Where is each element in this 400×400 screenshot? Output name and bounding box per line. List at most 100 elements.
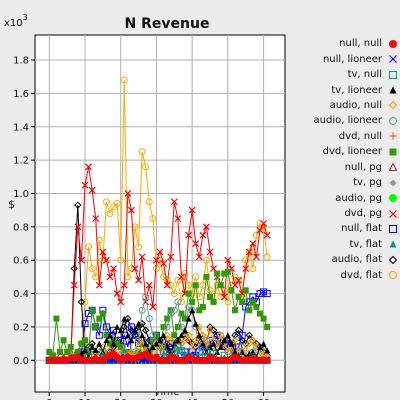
- legend-item: audio, lioneer: [286, 113, 398, 128]
- data-point: [78, 340, 85, 347]
- data-point: [49, 352, 56, 359]
- y-exponent-power: 3: [23, 13, 28, 22]
- data-point: [127, 323, 135, 331]
- data-point: [113, 290, 121, 297]
- data-point: [117, 343, 124, 350]
- y-tick-label: 0.2: [13, 322, 29, 333]
- data-point: [95, 281, 103, 289]
- data-point: [199, 303, 206, 310]
- data-point: [206, 286, 214, 294]
- data-point: [202, 339, 211, 348]
- data-point: [196, 307, 203, 314]
- data-point: [135, 276, 142, 284]
- data-point: [178, 310, 185, 317]
- legend-marker: [389, 209, 397, 218]
- data-point: [67, 343, 74, 350]
- data-point: [263, 231, 271, 239]
- x-tick-label: 10: [79, 398, 92, 400]
- data-point: [182, 327, 188, 334]
- legend-item: null, null: [286, 36, 398, 51]
- data-point: [177, 346, 185, 354]
- data-point: [260, 288, 268, 296]
- data-point: [253, 303, 260, 310]
- data-point: [210, 298, 217, 305]
- data-point: [174, 337, 181, 344]
- data-point: [260, 315, 267, 322]
- y-tick-label: 0.8: [13, 222, 29, 233]
- data-point: [74, 348, 81, 355]
- legend-item: tv, pg: [286, 175, 398, 190]
- legend-item: tv, lioneer: [286, 82, 398, 97]
- legend-label: audio, pg: [335, 192, 382, 204]
- data-point: [92, 323, 99, 330]
- data-point: [163, 281, 171, 289]
- data-point: [117, 336, 125, 344]
- legend-marker: [389, 39, 397, 48]
- data-point: [177, 323, 185, 331]
- data-point: [78, 256, 85, 264]
- axis-ticks: 0 10 20 30 40 50 60 0.0 0.2 0.4 0.6 0.8 1.0 1.2 1.4 1.6…: [13, 56, 270, 400]
- data-point: [217, 331, 225, 339]
- data-point: [138, 306, 146, 314]
- data-point: [207, 343, 213, 350]
- legend-marker-icon: [389, 224, 397, 233]
- data-point: [127, 326, 136, 334]
- data-point: [231, 281, 239, 289]
- data-point: [74, 201, 82, 209]
- data-point: [82, 347, 88, 354]
- data-point: [192, 320, 199, 327]
- data-point: [77, 298, 86, 306]
- data-point: [88, 186, 96, 194]
- data-point: [177, 298, 185, 306]
- data-point: [253, 253, 260, 261]
- legend-item: audio, pg: [286, 190, 398, 205]
- data-point: [124, 314, 132, 323]
- legend-marker-icon: [389, 194, 397, 203]
- data-point: [174, 298, 182, 306]
- data-point: [228, 340, 235, 347]
- data-point: [117, 256, 125, 264]
- legend-marker-icon: [388, 162, 398, 172]
- legend-label: dvd, null: [338, 130, 382, 142]
- legend-marker-icon: [389, 240, 397, 248]
- data-point: [260, 340, 267, 347]
- legend-marker: [389, 55, 397, 64]
- legend-marker: [389, 271, 397, 280]
- data-point: [103, 337, 110, 344]
- legend-label: audio, lioneer: [313, 115, 383, 127]
- data-point: [178, 273, 185, 281]
- data-point: [192, 240, 200, 247]
- data-point: [231, 331, 239, 339]
- data-point: [263, 356, 271, 364]
- x-tick-label: 0: [46, 398, 52, 400]
- legend-marker: [389, 70, 397, 79]
- data-point: [257, 343, 263, 350]
- legend-marker: [389, 224, 397, 233]
- data-point: [167, 348, 174, 355]
- legend-label: dvd, pg: [344, 208, 382, 220]
- data-point: [192, 273, 200, 281]
- x-tick-label: 20: [114, 398, 127, 400]
- data-point: [95, 236, 103, 244]
- y-tick-label: 0.0: [13, 356, 29, 367]
- data-point: [210, 265, 217, 272]
- data-point: [245, 248, 253, 256]
- legend-label: null, null: [339, 38, 382, 50]
- data-point: [171, 340, 178, 347]
- legend-item: dvd, null: [286, 129, 398, 144]
- legend-marker: [389, 116, 397, 125]
- data-point: [171, 332, 178, 339]
- data-point: [170, 290, 178, 298]
- series-layer: [45, 76, 271, 365]
- data-point: [217, 343, 224, 350]
- y-tick-label: 1.8: [13, 56, 29, 67]
- data-point: [135, 348, 142, 355]
- y-tick-label: 1.6: [13, 89, 29, 100]
- data-point: [263, 253, 271, 261]
- data-point: [231, 336, 239, 344]
- legend-item: null, pg: [286, 160, 398, 175]
- data-point: [138, 253, 146, 261]
- data-point: [234, 326, 243, 334]
- data-point: [160, 348, 168, 356]
- data-point: [128, 206, 135, 214]
